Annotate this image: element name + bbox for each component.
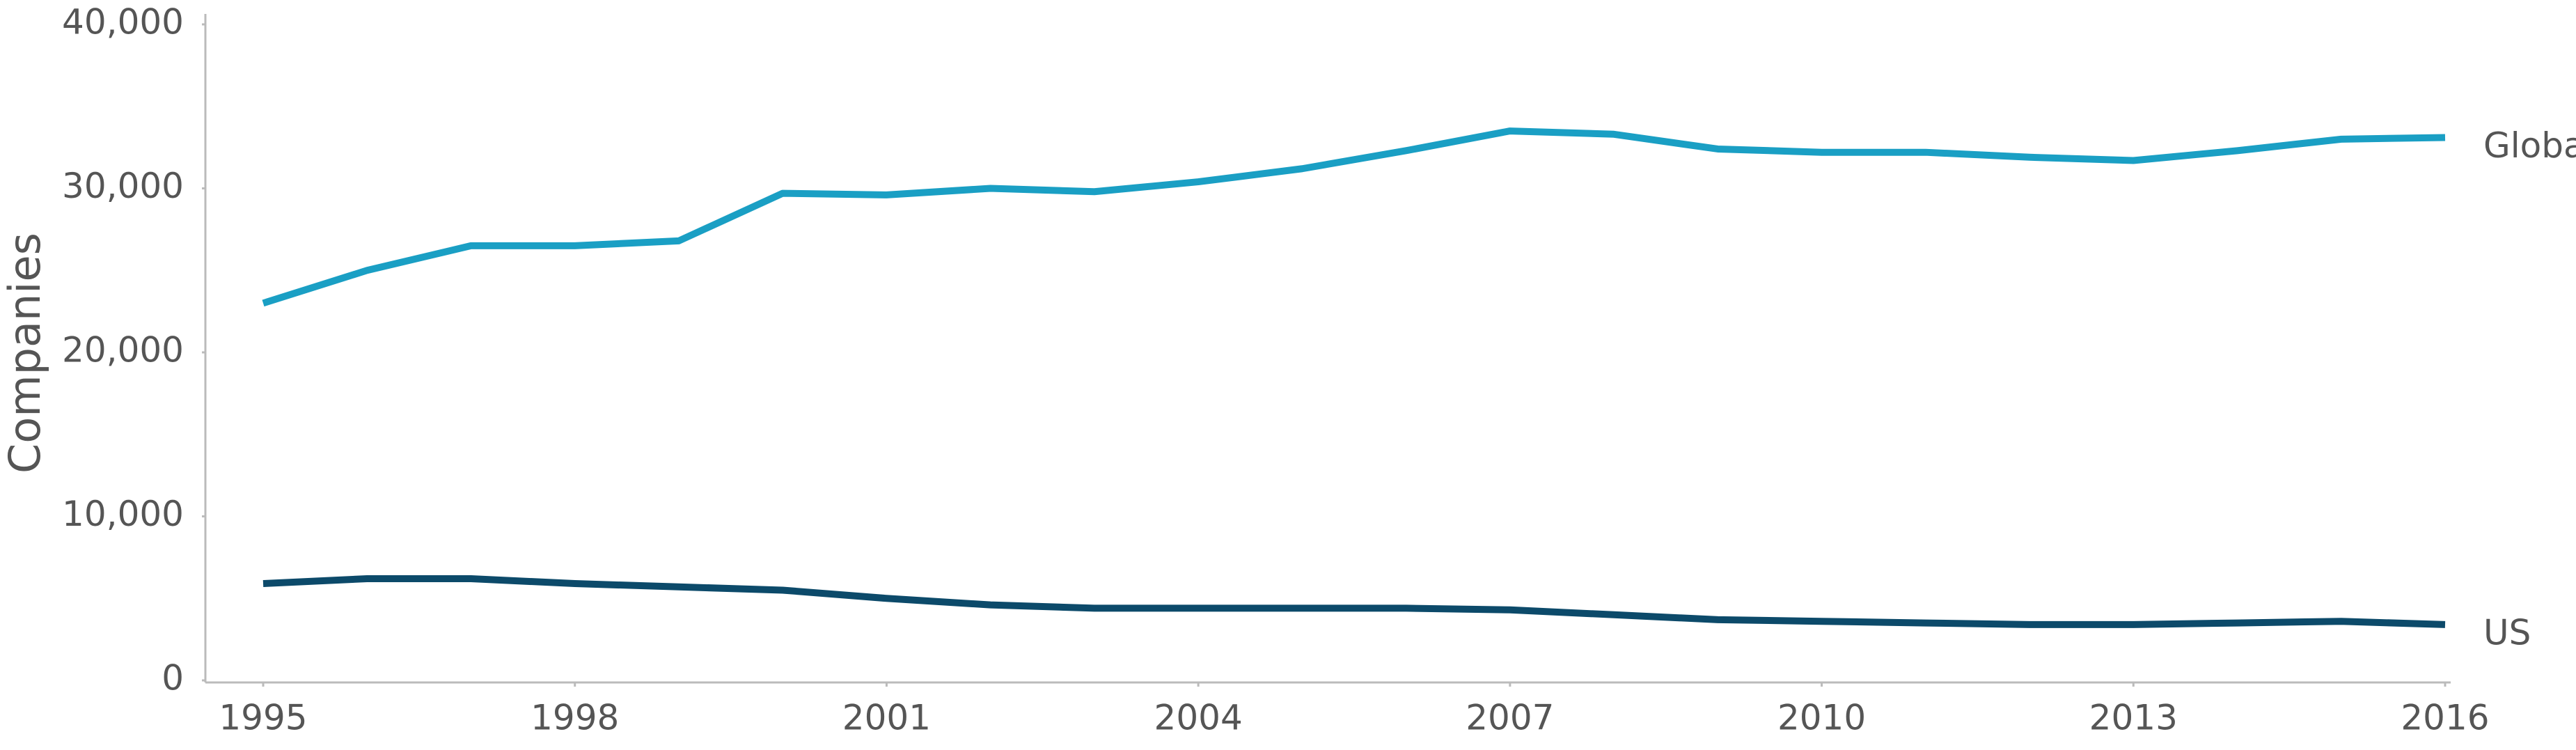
series-line <box>262 575 2446 628</box>
series-label: US <box>2483 612 2531 653</box>
x-tick-label: 2004 <box>1154 698 1243 738</box>
y-axis-label: Companies <box>0 233 50 474</box>
x-tick-label: 2007 <box>1466 698 1554 738</box>
x-tick-label: 2001 <box>842 698 931 738</box>
y-tick-label: 0 <box>162 658 184 698</box>
y-tick-label: 30,000 <box>62 166 184 206</box>
y-tick-label: 40,000 <box>62 2 184 42</box>
x-tick-label: 1998 <box>531 698 619 738</box>
y-tick-label: 10,000 <box>62 494 184 534</box>
x-tick-label: 2016 <box>2401 698 2489 738</box>
series-line <box>262 127 2446 307</box>
x-tick-label: 2013 <box>2089 698 2178 738</box>
y-tick-label: 20,000 <box>62 330 184 370</box>
x-tick-label: 1995 <box>219 698 307 738</box>
series-label: Global <box>2483 125 2576 166</box>
x-tick-label: 2010 <box>1777 698 1866 738</box>
